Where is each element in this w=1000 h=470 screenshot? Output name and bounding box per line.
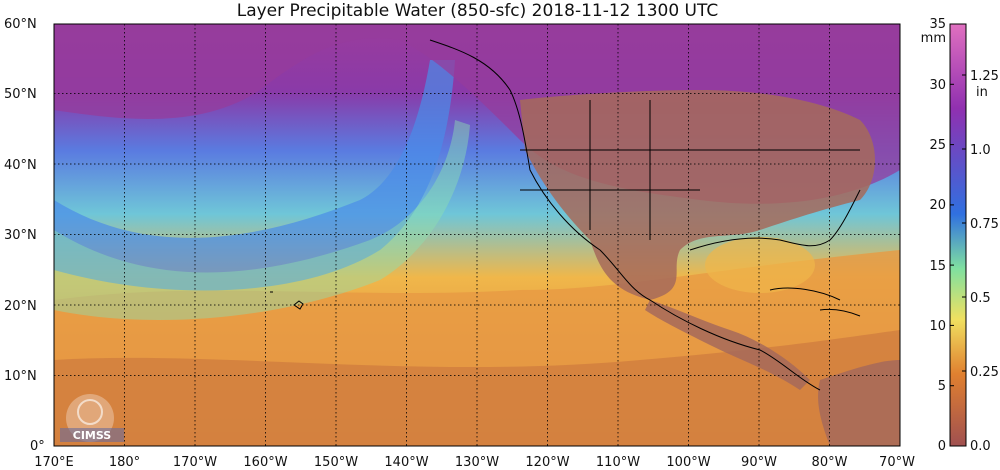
- colorbar-mm-tick: 15: [929, 259, 946, 274]
- colorbar: 35 mm 30 25 20 15 10 5 0 1.25 in 1.0 0.7…: [921, 17, 999, 454]
- lat-label: 60°N: [4, 17, 37, 32]
- lon-label: 110°W: [596, 455, 640, 470]
- colorbar-mm-tick: 5: [938, 379, 946, 394]
- lat-label: 40°N: [4, 158, 37, 173]
- lat-label: 50°N: [4, 87, 37, 102]
- longitude-axis: 170°E 180° 170°W 160°W 150°W 140°W 130°W…: [34, 455, 915, 470]
- logo-text: CIMSS: [73, 429, 112, 442]
- colorbar-in-tick: 0.25: [970, 365, 999, 380]
- lat-label: 0°: [30, 439, 45, 454]
- lon-label: 170°E: [34, 455, 74, 470]
- pwat-field: [54, 24, 900, 446]
- colorbar-in-unit: in: [976, 85, 988, 100]
- colorbar-mm-tick: 25: [929, 138, 946, 153]
- chart-title: Layer Precipitable Water (850-sfc) 2018-…: [236, 1, 719, 21]
- colorbar-mm-tick: 30: [929, 78, 946, 93]
- colorbar-mm-tick: 10: [929, 319, 946, 334]
- lon-label: 130°W: [455, 455, 499, 470]
- lat-label: 30°N: [4, 228, 37, 243]
- colorbar-in-tick: 0.5: [970, 291, 991, 306]
- lon-label: 170°W: [173, 455, 217, 470]
- lon-label: 120°W: [525, 455, 569, 470]
- colorbar-in-tick: 0.0: [970, 439, 991, 454]
- lon-label: 100°W: [666, 455, 710, 470]
- lon-label: 150°W: [314, 455, 358, 470]
- lon-label: 160°W: [243, 455, 287, 470]
- colorbar-mm-unit: mm: [921, 31, 946, 46]
- colorbar-mm-tick: 0: [938, 439, 946, 454]
- coastlines: [270, 39, 861, 391]
- colorbar-mm-tick: 35: [929, 17, 946, 32]
- lat-label: 20°N: [4, 299, 37, 314]
- colorbar-in-tick: 1.25: [970, 69, 999, 84]
- map-border: [53, 23, 901, 447]
- colorbar-in-tick: 1.0: [970, 143, 991, 158]
- lon-label: 70°W: [879, 455, 915, 470]
- cimss-logo: CIMSS: [60, 394, 124, 442]
- graticule: [54, 24, 900, 446]
- colorbar-mm-tick: 20: [929, 198, 946, 213]
- lon-label: 90°W: [741, 455, 777, 470]
- lon-label: 140°W: [384, 455, 428, 470]
- lon-label: 180°: [109, 455, 140, 470]
- lon-label: 80°W: [812, 455, 848, 470]
- latitude-axis: 60°N 50°N 40°N 30°N 20°N 10°N 0°: [4, 17, 45, 454]
- colorbar-in-tick: 0.75: [970, 217, 999, 232]
- lat-label: 10°N: [4, 369, 37, 384]
